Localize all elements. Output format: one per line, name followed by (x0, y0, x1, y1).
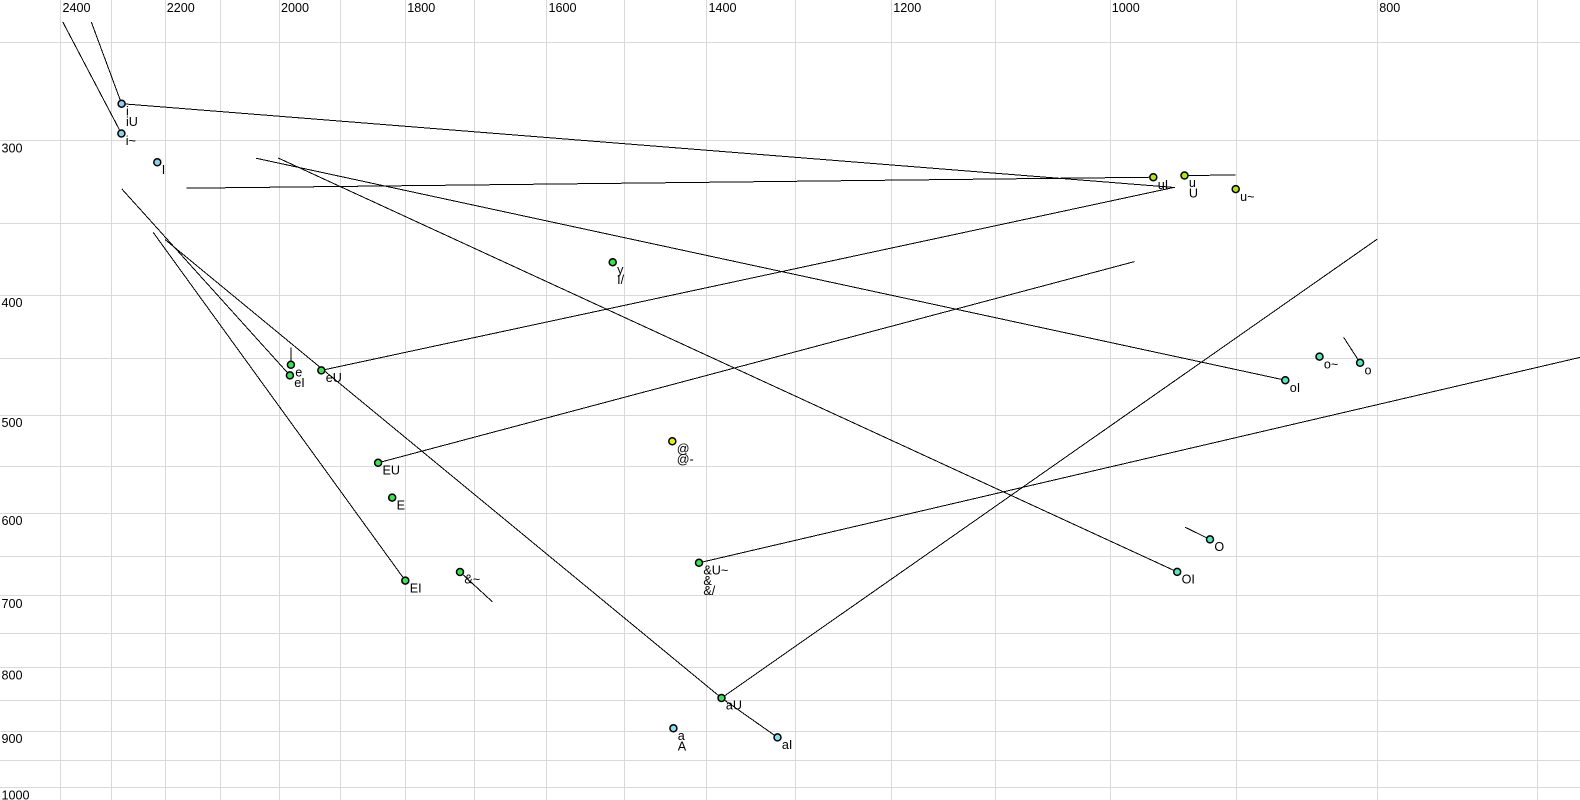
svg-text:i: i (126, 104, 129, 118)
svg-text:u~: u~ (1240, 190, 1254, 204)
svg-text:I/: I/ (617, 273, 624, 287)
svg-text:i~: i~ (126, 134, 136, 148)
svg-text:&U~: &U~ (703, 564, 728, 578)
svg-text:o~: o~ (1324, 357, 1338, 371)
svg-text:y: y (617, 263, 624, 277)
svg-text:&/: &/ (703, 584, 715, 598)
svg-text:E: E (397, 498, 405, 512)
svg-text:300: 300 (2, 141, 23, 155)
svg-text:2200: 2200 (167, 1, 195, 15)
svg-text:700: 700 (2, 597, 23, 611)
svg-text:a: a (678, 729, 685, 743)
svg-text:@-: @- (677, 452, 694, 466)
svg-text:EU: EU (383, 464, 401, 478)
svg-text:e: e (295, 366, 302, 380)
svg-text:I: I (162, 163, 166, 177)
svg-text:&~: &~ (464, 573, 480, 587)
svg-text:800: 800 (2, 669, 23, 683)
svg-text:oI: oI (1290, 381, 1301, 395)
svg-text:600: 600 (2, 514, 23, 528)
svg-text:A: A (678, 739, 687, 753)
svg-text:400: 400 (2, 296, 23, 310)
svg-text:eU: eU (326, 371, 342, 385)
svg-text:@: @ (677, 442, 690, 456)
svg-text:1600: 1600 (549, 1, 577, 15)
svg-text:aU: aU (726, 699, 742, 713)
svg-text:1800: 1800 (407, 1, 435, 15)
svg-text:u: u (1189, 176, 1196, 190)
svg-text:o: o (1365, 364, 1372, 378)
svg-text:1200: 1200 (893, 1, 921, 15)
svg-text:eI: eI (294, 376, 305, 390)
svg-text:EI: EI (410, 581, 422, 595)
svg-text:1000: 1000 (1112, 1, 1140, 15)
svg-text:2400: 2400 (63, 1, 91, 15)
svg-text:O: O (1214, 540, 1224, 554)
svg-text:&: & (703, 574, 712, 588)
svg-text:800: 800 (1379, 1, 1400, 15)
svg-text:900: 900 (2, 732, 23, 746)
svg-text:500: 500 (2, 416, 23, 430)
svg-text:aI: aI (782, 738, 793, 752)
svg-text:uI: uI (1158, 178, 1169, 192)
svg-text:1400: 1400 (709, 1, 737, 15)
svg-text:1000: 1000 (2, 789, 30, 800)
svg-text:iU: iU (126, 115, 138, 129)
svg-text:OI: OI (1182, 573, 1195, 587)
svg-text:2000: 2000 (281, 1, 309, 15)
svg-text:U: U (1189, 187, 1198, 201)
